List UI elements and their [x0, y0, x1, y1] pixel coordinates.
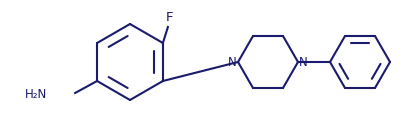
- Text: N: N: [299, 56, 308, 69]
- Text: F: F: [166, 11, 174, 24]
- Text: N: N: [228, 56, 237, 69]
- Text: H₂N: H₂N: [25, 89, 47, 101]
